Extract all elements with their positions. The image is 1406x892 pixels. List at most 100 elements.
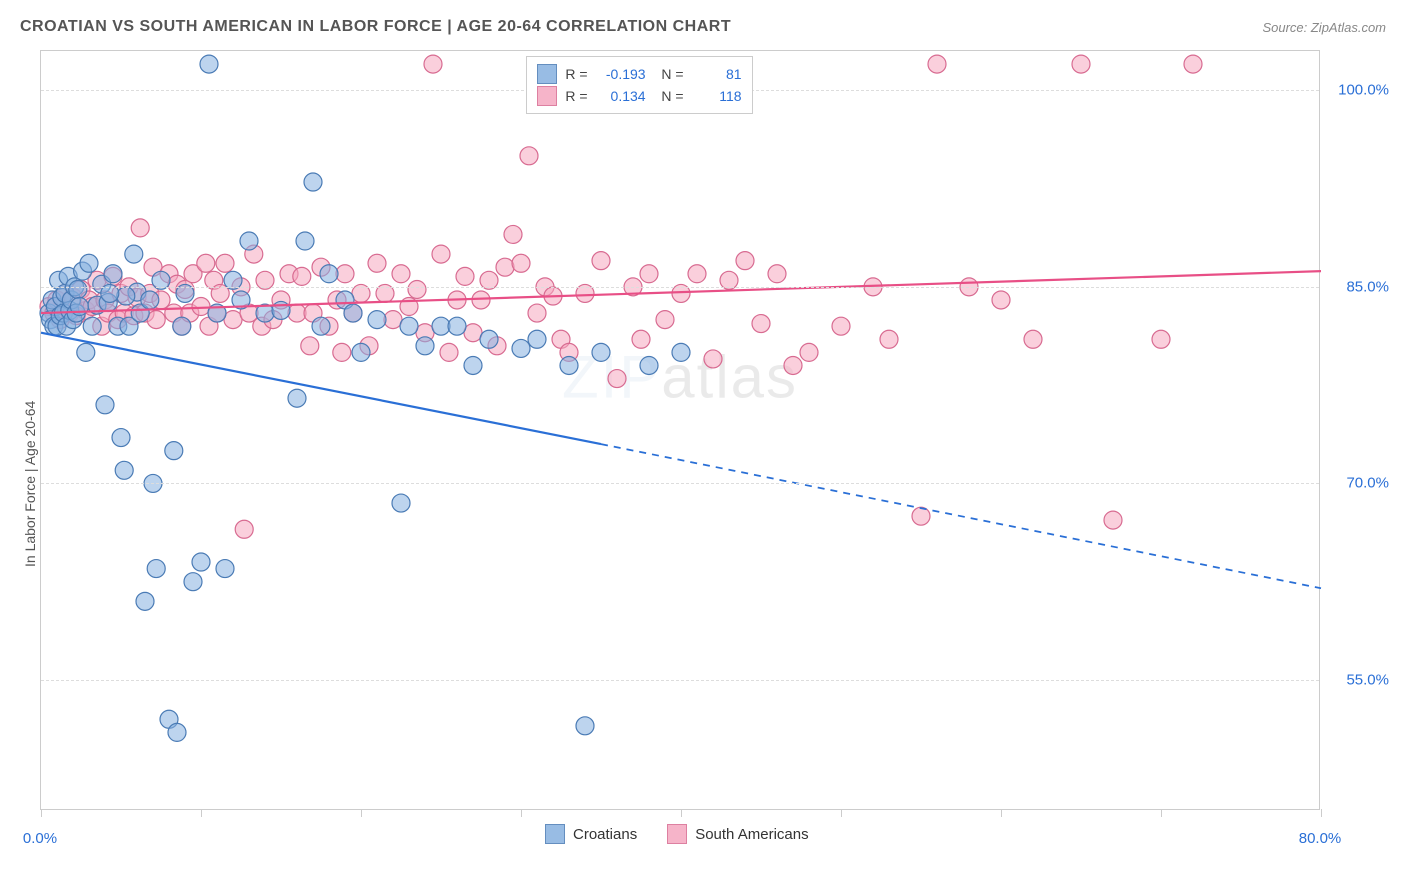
x-tick [41,809,42,817]
y-tick-label: 100.0% [1329,82,1389,99]
south-american-point [688,265,706,283]
x-tick [1321,809,1322,817]
x-tick [201,809,202,817]
croatian-point [672,343,690,361]
south-american-point [235,520,253,538]
r-label: R = [565,63,587,85]
chart-plot-area: ZIPatlas 55.0%70.0%85.0%100.0% [40,50,1320,810]
croatian-point [640,356,658,374]
y-tick-label: 55.0% [1329,671,1389,688]
croatian-point [352,343,370,361]
croatian-point [112,429,130,447]
title-bar: CROATIAN VS SOUTH AMERICAN IN LABOR FORC… [20,18,1386,36]
chart-svg [41,51,1321,811]
croatian-point [216,560,234,578]
south-american-point [528,304,546,322]
legend-item-croatians: Croatians [545,824,637,844]
south-american-point [432,245,450,263]
south-american-point [608,370,626,388]
croatian-point [104,265,122,283]
legend-item-south-americans: South Americans [667,824,808,844]
croatian-point [448,317,466,335]
south-american-point [472,291,490,309]
croatian-point [125,245,143,263]
croatian-point [432,317,450,335]
south-american-point [512,254,530,272]
x-tick-label: 0.0% [23,830,57,847]
swatch-croatians-icon [545,824,565,844]
croatian-point [83,317,101,335]
south-american-point [496,258,514,276]
croatian-point [400,317,418,335]
series-legend: Croatians South Americans [545,824,809,844]
south-american-point [704,350,722,368]
croatian-point [312,317,330,335]
croatian-point [80,254,98,272]
south-american-point [288,304,306,322]
croatian-point [464,356,482,374]
swatch-south-americans-icon [537,86,557,106]
croatian-point [141,291,159,309]
south-american-point [752,315,770,333]
legend-label-south-americans: South Americans [695,826,808,843]
south-american-point [784,356,802,374]
croatian-point [192,553,210,571]
n-value-south-americans: 118 [692,85,742,107]
south-american-point [440,343,458,361]
south-american-point [333,343,351,361]
croatian-point [560,356,578,374]
n-value-croatians: 81 [692,63,742,85]
x-tick [1001,809,1002,817]
south-american-point [640,265,658,283]
croatian-point [368,311,386,329]
croatian-point [344,304,362,322]
trendline-croatians-dashed [601,444,1321,588]
south-american-point [301,337,319,355]
croatian-point [200,55,218,73]
gridline [41,680,1319,681]
croatian-point [96,396,114,414]
r-value-south-americans: 0.134 [596,85,646,107]
x-tick [521,809,522,817]
south-american-point [464,324,482,342]
chart-title: CROATIAN VS SOUTH AMERICAN IN LABOR FORC… [20,18,731,36]
croatian-point [168,723,186,741]
croatian-point [320,265,338,283]
croatian-point [173,317,191,335]
croatian-point [184,573,202,591]
south-american-point [656,311,674,329]
correlation-row-croatians: R = -0.193 N = 81 [537,63,741,85]
south-american-point [336,265,354,283]
gridline [41,483,1319,484]
south-american-point [880,330,898,348]
croatian-point [69,280,87,298]
south-american-point [224,311,242,329]
south-american-point [368,254,386,272]
croatian-point [416,337,434,355]
r-label: R = [565,85,587,107]
croatian-point [528,330,546,348]
legend-label-croatians: Croatians [573,826,637,843]
croatian-point [512,339,530,357]
south-american-point [1152,330,1170,348]
south-american-point [392,265,410,283]
south-american-point [456,267,474,285]
gridline [41,287,1319,288]
correlation-legend: R = -0.193 N = 81 R = 0.134 N = 118 [526,56,752,114]
swatch-south-americans-icon [667,824,687,844]
south-american-point [768,265,786,283]
x-tick [361,809,362,817]
croatian-point [115,461,133,479]
croatian-point [165,442,183,460]
south-american-point [197,254,215,272]
croatian-point [117,287,135,305]
south-american-point [1024,330,1042,348]
croatian-point [136,592,154,610]
n-label: N = [654,63,684,85]
south-american-point [592,252,610,270]
croatian-point [576,717,594,735]
source-attribution: Source: ZipAtlas.com [1262,20,1386,35]
correlation-row-south-americans: R = 0.134 N = 118 [537,85,741,107]
south-american-point [520,147,538,165]
croatian-point [592,343,610,361]
